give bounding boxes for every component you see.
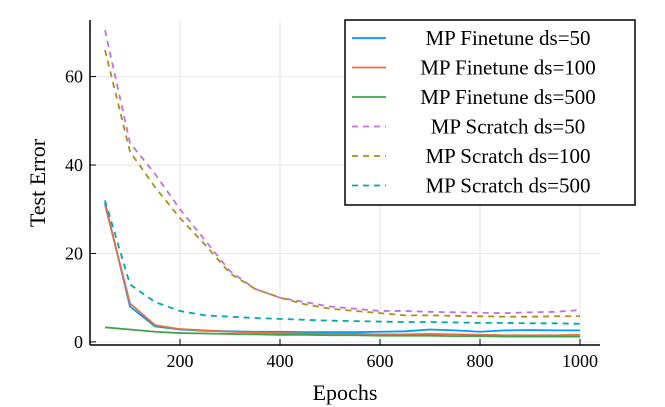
series-line bbox=[104, 204, 581, 337]
series-lines bbox=[104, 29, 581, 338]
x-axis-label: Epochs bbox=[313, 380, 378, 405]
tick-labels: 200 400 600 800 1000 0 20 40 60 bbox=[65, 67, 598, 371]
x-tick-label: 800 bbox=[467, 351, 494, 371]
legend-label: MP Finetune ds=50 bbox=[425, 26, 590, 50]
legend-label: MP Finetune ds=500 bbox=[420, 85, 596, 109]
y-tick-label: 20 bbox=[65, 243, 83, 263]
series-line bbox=[104, 326, 580, 338]
axes bbox=[89, 20, 600, 346]
legend-label: MP Scratch ds=500 bbox=[425, 174, 590, 198]
series-line bbox=[104, 29, 581, 315]
y-tick-label: 40 bbox=[65, 155, 83, 175]
y-tick-label: 0 bbox=[74, 332, 83, 352]
y-axis-label: Test Error bbox=[25, 138, 50, 227]
legend: MP Finetune ds=50 MP Finetune ds=100 MP Fi… bbox=[344, 19, 636, 206]
y-tick-label: 60 bbox=[65, 67, 83, 87]
x-tick-label: 400 bbox=[267, 351, 294, 371]
legend-label: MP Scratch ds=100 bbox=[425, 144, 590, 168]
series-line bbox=[104, 200, 581, 325]
legend-label: MP Finetune ds=100 bbox=[420, 56, 596, 80]
x-tick-label: 200 bbox=[167, 351, 194, 371]
legend-label: MP Scratch ds=50 bbox=[431, 115, 586, 139]
x-tick-label: 600 bbox=[367, 351, 394, 371]
x-tick-label: 1000 bbox=[562, 351, 598, 371]
legend-box bbox=[344, 19, 636, 206]
series-line bbox=[104, 49, 580, 318]
